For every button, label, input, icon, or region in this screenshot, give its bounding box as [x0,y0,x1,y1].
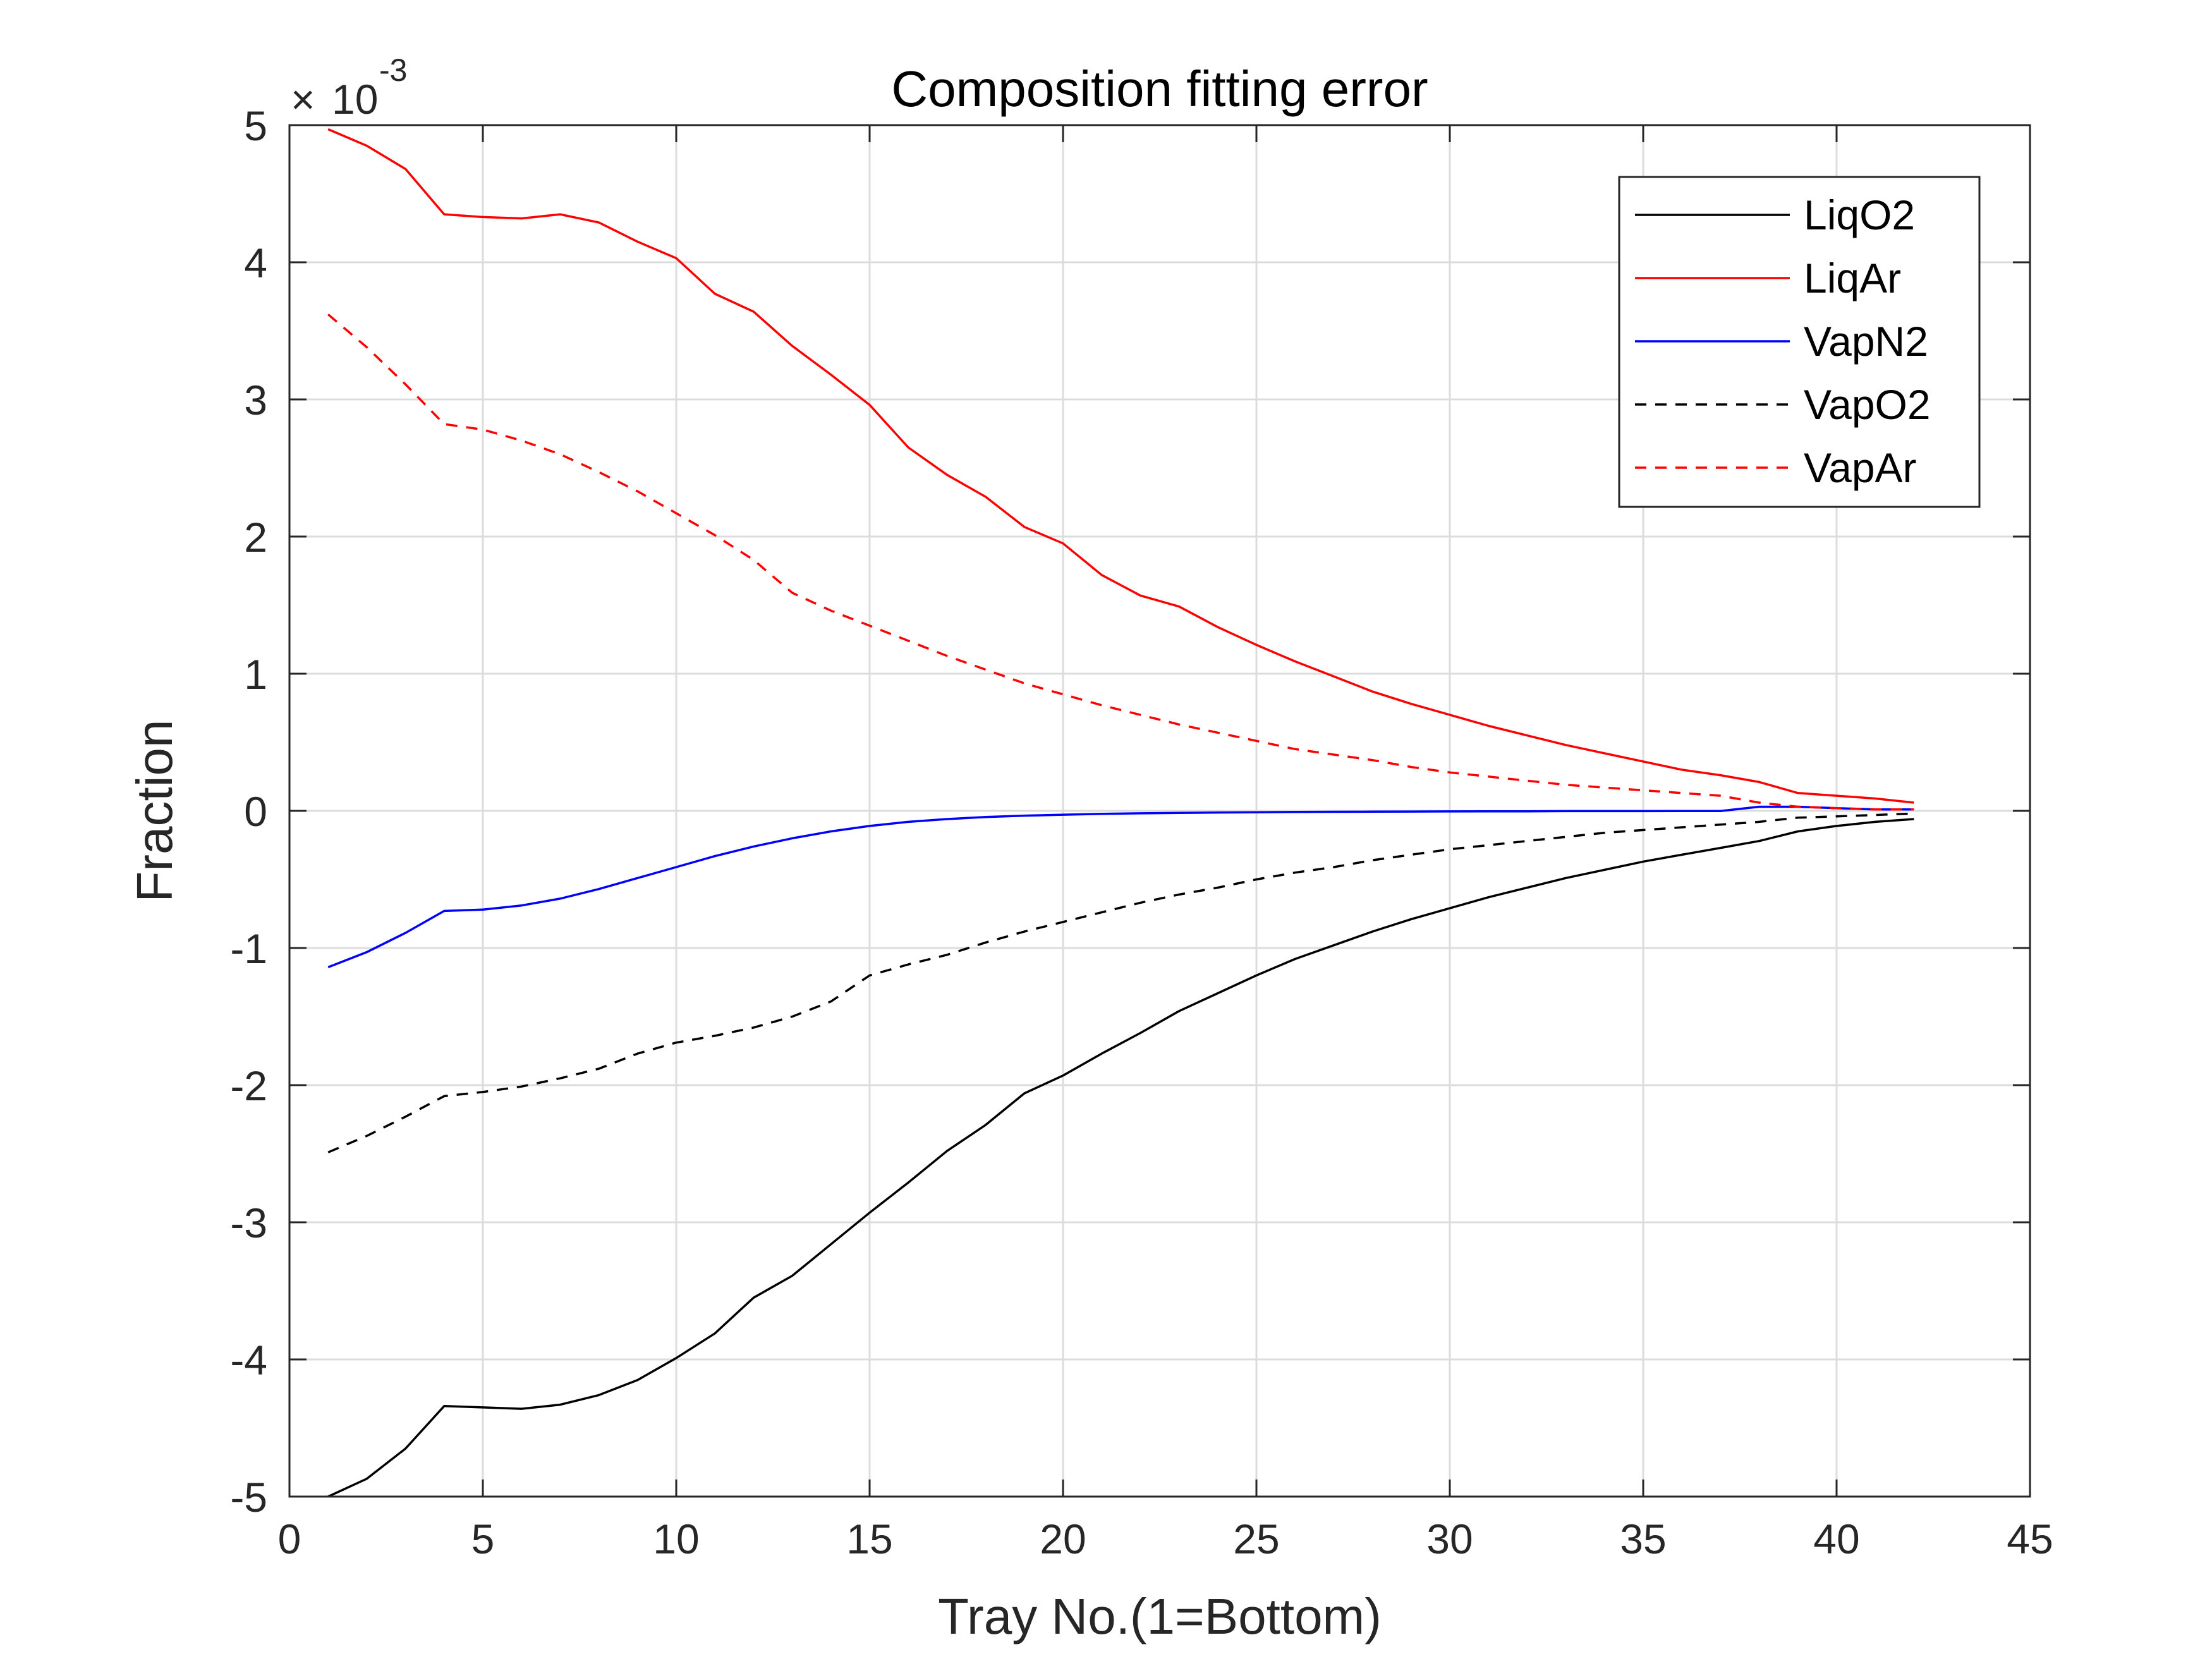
x-tick-label: 25 [1233,1516,1279,1562]
y-axis-multiplier: × 10 -3 [291,52,407,123]
y-tick-label: 3 [244,377,267,423]
y-tick-label: -1 [230,925,267,972]
series-lines [327,128,1914,1498]
x-tick-label: 5 [471,1516,495,1562]
legend-label-liqar: LiqAr [1804,255,1901,301]
multiplier-times-sign: × [291,76,315,123]
x-tick-label: 45 [2007,1516,2053,1562]
x-tick-label: 15 [846,1516,892,1562]
multiplier-base: 10 [332,76,378,123]
legend-label-vapo2: VapO2 [1804,381,1931,428]
series-line-vapn2 [327,805,1914,969]
y-tick-label: -2 [230,1062,267,1109]
x-tick-label: 0 [278,1516,301,1562]
y-axis-label: Fraction [126,720,183,902]
y-tick-label: 1 [244,651,267,698]
series-line-vapar [327,313,1914,811]
multiplier-exponent: -3 [379,52,407,88]
x-axis-label: Tray No.(1=Bottom) [938,1588,1382,1644]
y-tick-label: 4 [244,240,267,286]
series-line-liqo2 [327,818,1914,1498]
y-tick-label: -3 [230,1200,267,1246]
legend: LiqO2 LiqAr VapN2 VapO2 VapAr [1618,176,1981,508]
legend-label-vapar: VapAr [1804,444,1917,491]
x-tick-label: 40 [1813,1516,1859,1562]
chart-title: Composition fitting error [891,61,1428,117]
y-tick-label: 5 [244,102,267,149]
y-tick-label: -4 [230,1337,267,1383]
legend-label-liqo2: LiqO2 [1804,191,1915,238]
series-line-vapo2 [327,812,1914,1153]
x-tick-label: 20 [1040,1516,1086,1562]
x-tick-label: 35 [1620,1516,1666,1562]
y-tick-labels: -5 -4 -3 -2 -1 0 1 2 3 4 5 [230,102,267,1521]
x-tick-label: 10 [653,1516,699,1562]
y-tick-label: 2 [244,514,267,561]
y-tick-label: -5 [230,1474,267,1521]
x-tick-label: 30 [1426,1516,1473,1562]
series-line-liqar [327,128,1914,804]
y-tick-label: 0 [244,788,267,835]
tick-marks [288,124,2031,1498]
x-tick-labels: 0 5 10 15 20 25 30 35 40 45 [278,1516,2053,1562]
legend-label-vapn2: VapN2 [1804,318,1928,365]
